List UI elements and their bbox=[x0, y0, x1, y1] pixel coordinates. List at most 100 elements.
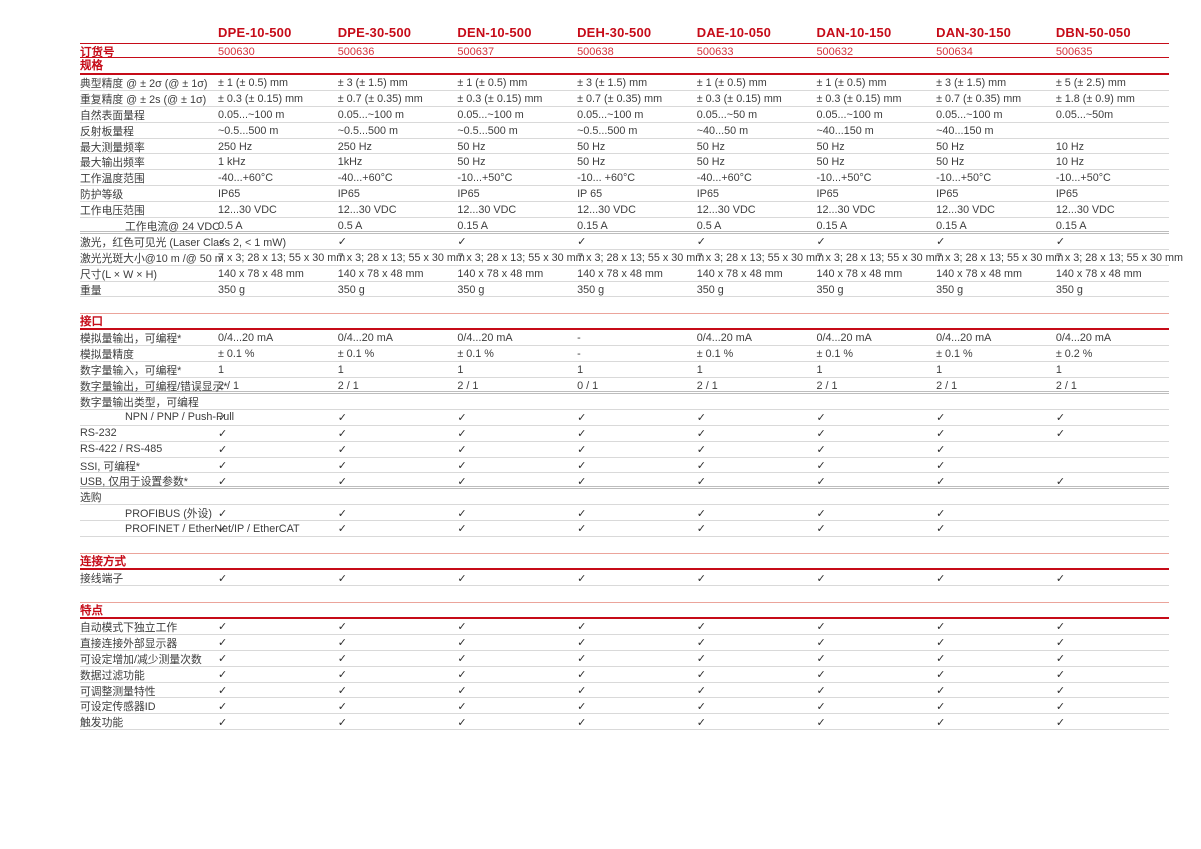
check-icon: ✓ bbox=[218, 460, 228, 473]
cell-value: 0/4...20 mA bbox=[816, 332, 872, 345]
cell-value: 7 x 3; 28 x 13; 55 x 30 mm bbox=[457, 251, 585, 264]
cell-value: ± 1 (± 0.5) mm bbox=[457, 77, 528, 89]
row-label: 反射板量程 bbox=[80, 125, 134, 138]
row-label: 数字量输入，可编程* bbox=[80, 365, 182, 378]
check-icon: ✓ bbox=[218, 507, 228, 520]
spec-row: 重复精度 @ ± 2s (@ ± 1σ) ± 0.3 (± 0.15) mm ± 0… bbox=[80, 91, 1169, 107]
cell-value: -10...+50°C bbox=[1055, 172, 1111, 185]
section-header: 特点 bbox=[80, 601, 1169, 619]
check-icon: ✓ bbox=[337, 637, 347, 650]
cell-value: 0.05...~50 m bbox=[696, 108, 758, 121]
check-icon: ✓ bbox=[577, 443, 587, 456]
check-icon: ✓ bbox=[457, 427, 467, 440]
cell-value: 12...30 VDC bbox=[816, 204, 876, 217]
spec-row: 自动模式下独立工作 ✓ ✓ ✓ ✓ ✓ ✓ ✓ ✓ bbox=[80, 619, 1169, 635]
check-icon: ✓ bbox=[696, 507, 706, 520]
cell-value: ~40...150 m bbox=[936, 124, 994, 137]
spec-row: 工作温度范围 -40...+60°C -40...+60°C -10...+50°C -… bbox=[80, 170, 1169, 187]
cell-value: ± 3 (± 1.5) mm bbox=[936, 77, 1007, 89]
check-icon: ✓ bbox=[457, 700, 467, 713]
row-label: 防护等级 bbox=[80, 189, 124, 202]
cell-value: 0.15 A bbox=[936, 220, 967, 233]
check-icon: ✓ bbox=[696, 475, 706, 488]
order-number-value: 500638 bbox=[577, 46, 614, 58]
cell-value: 0.15 A bbox=[1055, 220, 1087, 233]
cell-value: 50 Hz bbox=[816, 156, 845, 169]
row-label: 最大测量频率 bbox=[80, 141, 145, 154]
product-column-header: DEN-10-500 bbox=[457, 25, 532, 40]
cell-value: 350 g bbox=[1055, 283, 1083, 296]
row-label: 直接连接外部显示器 bbox=[80, 637, 178, 650]
cell-value: 50 Hz bbox=[577, 156, 606, 169]
cell-value: IP 65 bbox=[577, 188, 603, 201]
row-label: 尺寸(L × W × H) bbox=[80, 268, 157, 281]
cell-value: ± 1 (± 0.5) mm bbox=[696, 77, 767, 89]
check-icon: ✓ bbox=[816, 236, 826, 249]
row-label: 工作电压范围 bbox=[80, 205, 145, 218]
spec-row: 可设定增加/减少测量次数 ✓ ✓ ✓ ✓ ✓ ✓ ✓ ✓ bbox=[80, 651, 1169, 667]
spec-table: DPE-10-500 DPE-30-500 DEN-10-500 DEH-30-500… bbox=[80, 24, 1183, 731]
cell-value: ± 1.8 (± 0.9) mm bbox=[1055, 92, 1135, 105]
check-icon: ✓ bbox=[457, 637, 467, 650]
cell-value: 50 Hz bbox=[457, 156, 486, 169]
check-icon: ✓ bbox=[577, 637, 587, 650]
cell-value: 250 Hz bbox=[218, 140, 253, 153]
check-icon: ✓ bbox=[816, 669, 826, 682]
spec-row: 模拟量精度 ± 0.1 % ± 0.1 % ± 0.1 % - ± 0.1 % ± 0.1 … bbox=[80, 346, 1169, 363]
cell-value: 140 x 78 x 48 mm bbox=[218, 267, 304, 280]
row-label: SSI, 可编程* bbox=[80, 460, 140, 473]
spec-row: 模拟量输出，可编程* 0/4...20 mA 0/4...20 mA 0/4...20… bbox=[80, 330, 1169, 347]
cell-value: IP65 bbox=[936, 188, 959, 201]
cell-value: 0.05...~100 m bbox=[816, 108, 883, 121]
check-icon: ✓ bbox=[457, 716, 467, 729]
product-column-header: DAE-10-050 bbox=[696, 25, 772, 40]
check-icon: ✓ bbox=[218, 621, 228, 634]
check-icon: ✓ bbox=[816, 411, 826, 424]
section-header: 规格 bbox=[80, 58, 1169, 75]
cell-value: 140 x 78 x 48 mm bbox=[696, 267, 783, 280]
check-icon: ✓ bbox=[577, 523, 587, 536]
cell-value: 12...30 VDC bbox=[218, 204, 277, 217]
check-icon: ✓ bbox=[457, 460, 467, 473]
row-label: 激光光斑大小@10 m /@ 50 m bbox=[80, 252, 224, 265]
check-icon: ✓ bbox=[936, 572, 946, 585]
row-label: 最大输出频率 bbox=[80, 157, 145, 170]
check-icon: ✓ bbox=[457, 653, 467, 666]
spec-row: 工作电压范围 12...30 VDC 12...30 VDC 12...30 VDC 1… bbox=[80, 202, 1169, 219]
check-icon: ✓ bbox=[936, 523, 946, 536]
cell-value: 0/4...20 mA bbox=[1055, 332, 1112, 345]
cell-value: 50 Hz bbox=[577, 140, 606, 153]
cell-value: 50 Hz bbox=[816, 140, 845, 153]
check-icon: ✓ bbox=[1055, 236, 1066, 249]
row-label: 工作电流@ 24 VDC bbox=[125, 221, 220, 234]
check-icon: ✓ bbox=[577, 653, 587, 666]
cell-value: 50 Hz bbox=[936, 156, 965, 169]
product-column-header: DPE-30-500 bbox=[337, 25, 412, 40]
cell-value: IP65 bbox=[337, 188, 360, 201]
check-icon: ✓ bbox=[936, 475, 946, 488]
cell-value: 50 Hz bbox=[696, 140, 725, 153]
cell-value: 1 kHz bbox=[218, 156, 246, 169]
cell-value: 0.05...~100 m bbox=[457, 108, 524, 121]
spec-row: 典型精度 @ ± 2σ (@ ± 1σ) ± 1 (± 0.5) mm ± 3 (±… bbox=[80, 75, 1169, 91]
cell-value: 140 x 78 x 48 mm bbox=[1055, 267, 1142, 280]
cell-value: 0.5 A bbox=[696, 220, 722, 233]
order-number-value: 500632 bbox=[816, 46, 854, 58]
check-icon: ✓ bbox=[577, 621, 587, 634]
product-column-header: DAN-30-150 bbox=[936, 25, 1012, 40]
cell-value: ± 0.3 (± 0.15) mm bbox=[457, 92, 543, 105]
cell-value: 12...30 VDC bbox=[936, 204, 995, 217]
row-label: 可设定增加/减少测量次数 bbox=[80, 653, 202, 666]
check-icon: ✓ bbox=[816, 685, 826, 697]
check-icon: ✓ bbox=[577, 669, 587, 682]
order-number-value: 500635 bbox=[1055, 46, 1093, 58]
cell-value: 12...30 VDC bbox=[337, 204, 397, 217]
cell-value: 50 Hz bbox=[696, 156, 725, 169]
check-icon: ✓ bbox=[1055, 572, 1066, 585]
cell-value: ± 0.1 % bbox=[696, 348, 734, 361]
check-icon: ✓ bbox=[816, 443, 826, 456]
cell-value: 1 bbox=[337, 364, 344, 377]
cell-value: ± 0.3 (± 0.15) mm bbox=[696, 92, 782, 105]
check-icon: ✓ bbox=[218, 685, 228, 697]
cell-value: ± 0.1 % bbox=[936, 348, 973, 361]
